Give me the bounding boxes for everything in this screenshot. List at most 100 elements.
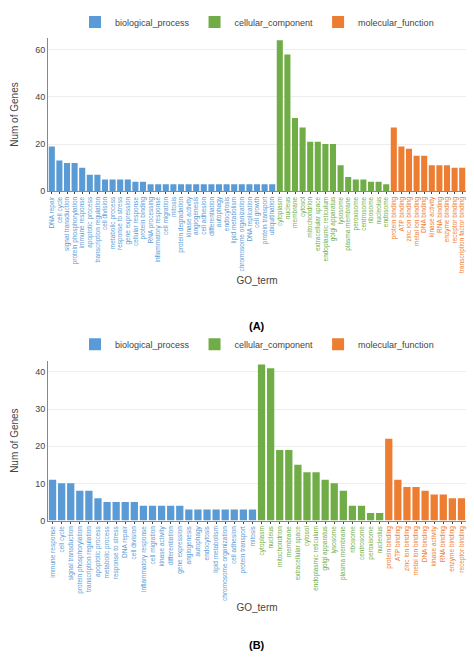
svg-text:metal ion binding: metal ion binding: [412, 526, 420, 576]
svg-text:40: 40: [35, 367, 45, 377]
svg-text:chromosome organization: chromosome organization: [238, 196, 246, 271]
svg-text:RNA processing: RNA processing: [147, 196, 155, 243]
svg-text:protein degradation: protein degradation: [177, 196, 185, 252]
svg-text:20: 20: [35, 139, 45, 149]
svg-text:DNA repair: DNA repair: [121, 525, 129, 558]
svg-text:endoplasmic reticulum: endoplasmic reticulum: [322, 197, 330, 262]
svg-text:plasma membrane: plasma membrane: [344, 196, 352, 250]
svg-text:cell division: cell division: [130, 526, 137, 560]
svg-text:mitochondrion: mitochondrion: [306, 196, 313, 237]
svg-text:endocytosis: endocytosis: [203, 525, 211, 560]
svg-text:ubiquitination: ubiquitination: [268, 196, 276, 235]
svg-text:endocytosis: endocytosis: [223, 196, 231, 231]
svg-text:transcription regulation: transcription regulation: [85, 526, 93, 592]
svg-text:RNA binding: RNA binding: [439, 526, 447, 563]
svg-text:mitosis: mitosis: [249, 525, 256, 546]
svg-text:cell growth: cell growth: [253, 196, 261, 227]
svg-text:gene expression: gene expression: [124, 196, 132, 244]
svg-text:mitochondrion: mitochondrion: [276, 526, 283, 567]
svg-text:golgi apparatus: golgi apparatus: [329, 196, 337, 241]
svg-text:endosome: endosome: [382, 196, 389, 227]
svg-text:lysosome: lysosome: [330, 526, 338, 554]
svg-text:DNA binding: DNA binding: [421, 526, 429, 563]
svg-text:endoplasmic reticulum: endoplasmic reticulum: [312, 526, 320, 591]
svg-text:centrosome: centrosome: [358, 526, 365, 560]
svg-text:cytosol: cytosol: [303, 526, 311, 547]
svg-text:cytosol: cytosol: [299, 196, 307, 217]
svg-text:DNA repair: DNA repair: [48, 196, 56, 229]
svg-text:signal transduction: signal transduction: [67, 526, 75, 581]
svg-text:RNA binding: RNA binding: [436, 196, 444, 233]
svg-text:apoptotic process: apoptotic process: [94, 525, 102, 577]
svg-text:extracellular space: extracellular space: [314, 196, 322, 251]
svg-text:angiogenesis: angiogenesis: [192, 196, 200, 235]
svg-text:molecular_function: molecular_function: [358, 18, 434, 28]
svg-text:cell migration: cell migration: [162, 196, 170, 235]
svg-text:zinc ion binding: zinc ion binding: [403, 526, 411, 571]
svg-text:0: 0: [40, 516, 45, 526]
svg-text:metabolic process: metabolic process: [109, 196, 117, 249]
svg-text:Num of Genes: Num of Genes: [9, 82, 20, 146]
svg-text:cell division: cell division: [101, 196, 108, 230]
svg-text:cytoplasm: cytoplasm: [276, 197, 284, 226]
svg-text:cell cycle: cell cycle: [56, 196, 64, 223]
svg-text:golgi apparatus: golgi apparatus: [321, 525, 329, 570]
svg-text:nucleolus: nucleolus: [375, 196, 382, 224]
svg-text:20: 20: [35, 441, 45, 451]
svg-text:apoptotic process: apoptotic process: [86, 196, 94, 248]
svg-text:cellular response: cellular response: [132, 196, 140, 246]
svg-text:10: 10: [35, 479, 45, 489]
svg-text:60: 60: [35, 45, 45, 55]
svg-text:plasma membrane: plasma membrane: [339, 526, 347, 580]
svg-text:immune response: immune response: [49, 526, 57, 578]
svg-text:autophagy: autophagy: [215, 196, 223, 227]
svg-text:ribosome: ribosome: [367, 196, 374, 223]
svg-text:ATP binding: ATP binding: [394, 526, 402, 561]
svg-text:Num of Genes: Num of Genes: [9, 408, 20, 472]
svg-text:GO_term: GO_term: [236, 275, 277, 286]
svg-text:cell adhesion: cell adhesion: [230, 526, 237, 564]
svg-text:lysosome: lysosome: [337, 196, 345, 224]
svg-text:ribosome: ribosome: [349, 526, 356, 553]
svg-text:zinc ion binding: zinc ion binding: [405, 196, 413, 241]
svg-text:lipid metabolism: lipid metabolism: [212, 526, 220, 573]
svg-text:kinase activity: kinase activity: [185, 196, 193, 237]
svg-text:kinase activity: kinase activity: [158, 525, 166, 566]
svg-text:cell adhesion: cell adhesion: [200, 196, 207, 234]
svg-text:peroxisome: peroxisome: [352, 196, 360, 230]
svg-text:immune response: immune response: [78, 196, 86, 248]
svg-text:40: 40: [35, 92, 45, 102]
svg-text:kinase activity: kinase activity: [430, 525, 438, 566]
svg-text:inflammatory response: inflammatory response: [154, 196, 162, 262]
svg-text:nucleolus: nucleolus: [376, 525, 383, 553]
svg-text:GO_term: GO_term: [236, 602, 277, 613]
svg-text:signal transduction: signal transduction: [63, 196, 71, 251]
svg-text:protein binding: protein binding: [385, 526, 393, 569]
svg-text:receptor binding: receptor binding: [458, 526, 466, 573]
svg-text:receptor binding: receptor binding: [451, 196, 459, 243]
svg-text:differentiation: differentiation: [208, 196, 215, 235]
svg-text:DNA replication: DNA replication: [246, 196, 254, 241]
svg-text:differentiation: differentiation: [167, 526, 174, 565]
svg-text:enzyme binding: enzyme binding: [443, 196, 451, 242]
svg-text:biological_process: biological_process: [115, 340, 190, 350]
svg-text:protein phosphorylation: protein phosphorylation: [76, 526, 84, 594]
svg-text:protein transport: protein transport: [239, 526, 247, 574]
svg-text:cytoplasm: cytoplasm: [258, 526, 266, 555]
svg-text:protein transport: protein transport: [261, 197, 269, 245]
svg-text:transcription regulation: transcription regulation: [94, 196, 102, 262]
svg-text:angiogenesis: angiogenesis: [185, 525, 193, 564]
svg-text:DNA binding: DNA binding: [420, 196, 428, 233]
svg-text:protein phosphorylation: protein phosphorylation: [71, 196, 79, 264]
svg-text:extracellular space: extracellular space: [294, 526, 302, 581]
svg-text:ATP binding: ATP binding: [398, 196, 406, 231]
svg-text:nucleus: nucleus: [267, 525, 274, 548]
svg-text:(A): (A): [249, 320, 265, 332]
svg-text:membrane: membrane: [285, 526, 292, 557]
svg-text:cellular_component: cellular_component: [235, 18, 314, 28]
svg-text:mitosis: mitosis: [170, 196, 177, 217]
svg-text:chromosome organization: chromosome organization: [221, 526, 229, 601]
svg-text:protein binding: protein binding: [139, 196, 147, 239]
svg-text:kinase activity: kinase activity: [428, 196, 436, 237]
svg-text:gene expression: gene expression: [176, 526, 184, 574]
